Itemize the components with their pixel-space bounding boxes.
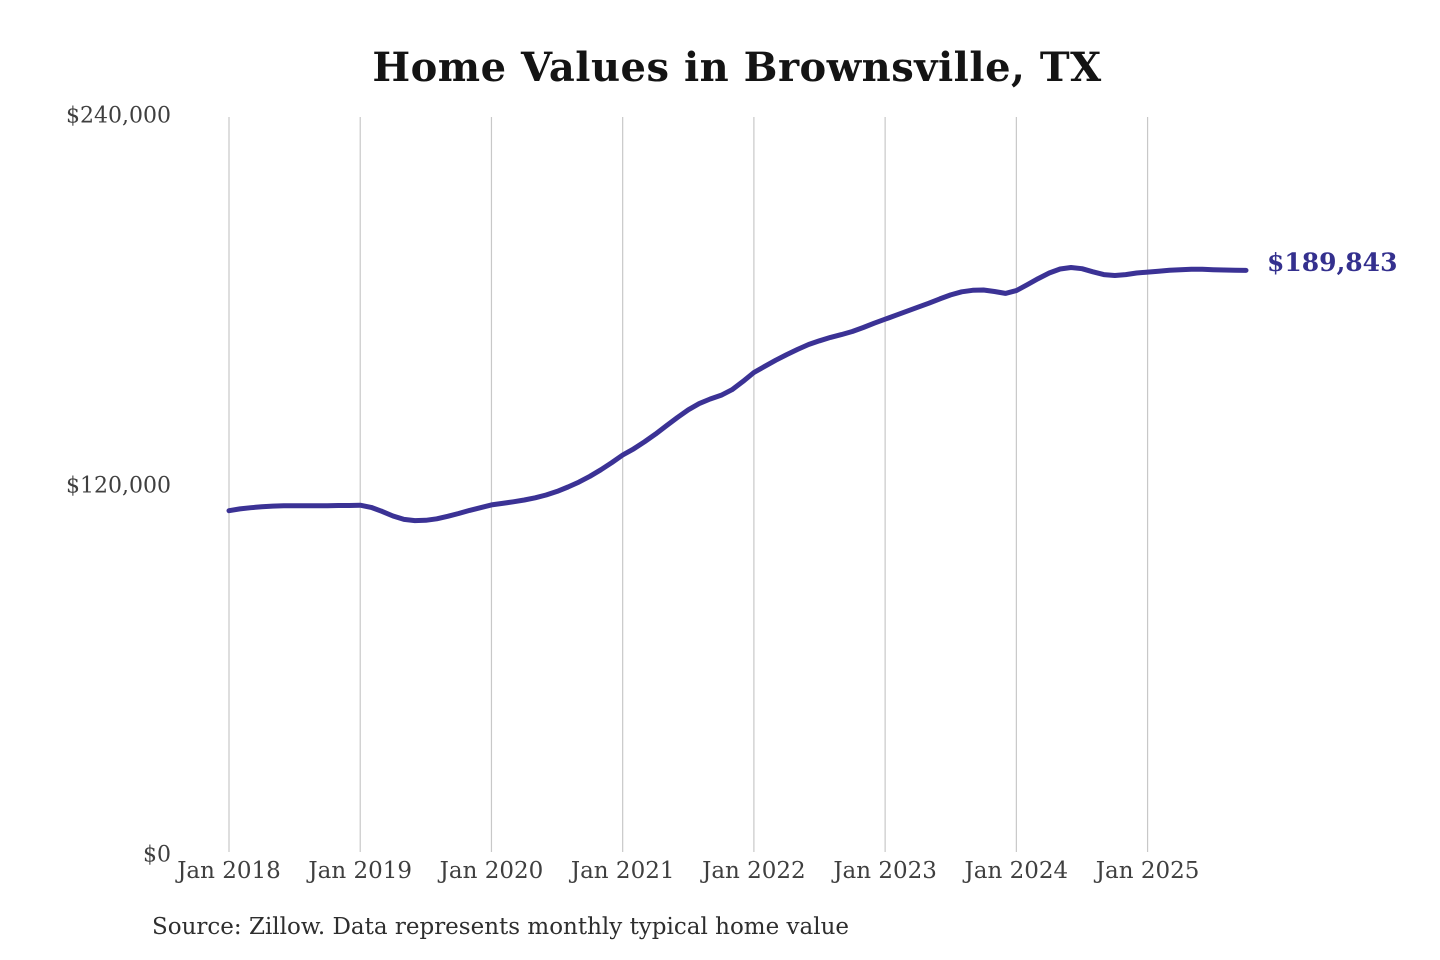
chart-title: Home Values in Brownsville, TX bbox=[372, 44, 1102, 91]
gridlines bbox=[228, 117, 1149, 852]
y-tick-label: $120,000 bbox=[66, 473, 171, 498]
latest-value-label: $189,843 bbox=[1267, 248, 1398, 278]
x-tick-label: Jan 2021 bbox=[570, 858, 675, 884]
home-value-line bbox=[226, 265, 1249, 524]
x-tick-label: Jan 2024 bbox=[964, 858, 1069, 884]
x-tick-label: Jan 2022 bbox=[702, 858, 806, 884]
y-tick-label: $240,000 bbox=[66, 103, 171, 129]
x-tick-label: Jan 2019 bbox=[308, 858, 413, 884]
y-tick-label: $0 bbox=[143, 842, 171, 868]
x-tick-label: Jan 2020 bbox=[439, 858, 544, 884]
x-tick-label: Jan 2023 bbox=[833, 858, 937, 884]
x-tick-label: Jan 2018 bbox=[177, 858, 281, 884]
x-tick-label: Jan 2025 bbox=[1095, 858, 1200, 884]
source-note: Source: Zillow. Data represents monthly … bbox=[152, 914, 850, 940]
